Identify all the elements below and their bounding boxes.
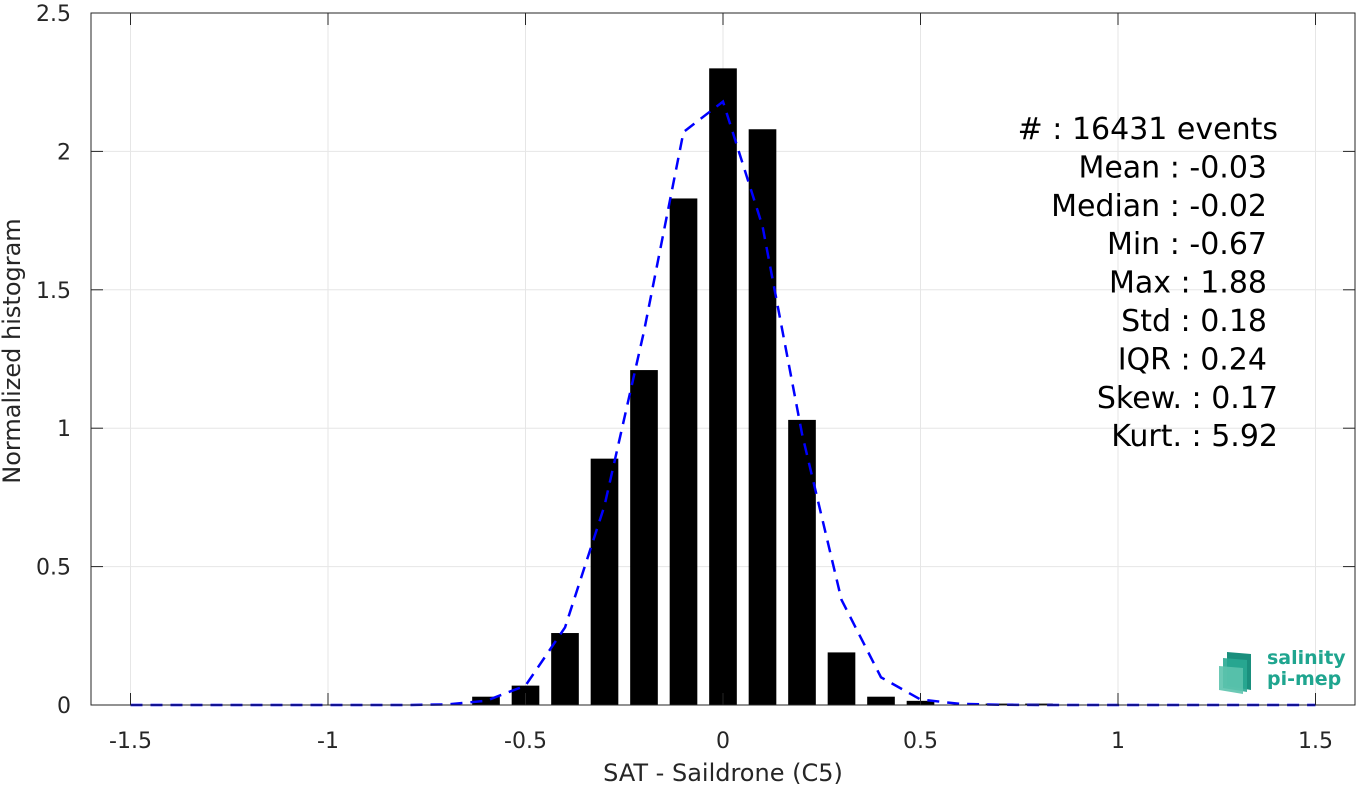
histogram-bar bbox=[709, 68, 737, 706]
y-axis-label: Normalized histogram bbox=[0, 218, 26, 483]
histogram-bar bbox=[867, 696, 895, 705]
y-tick-label: 0.5 bbox=[36, 556, 71, 581]
stat-kurt: Kurt. : 5.92 bbox=[1111, 419, 1278, 454]
salinity-pi-mep-logo: salinity pi-mep bbox=[1217, 648, 1347, 694]
histogram-bar bbox=[551, 633, 579, 705]
stat-min: Min : -0.67 bbox=[1107, 227, 1267, 262]
stat-skew: Skew. : 0.17 bbox=[1097, 381, 1278, 416]
x-tick-label: -0.5 bbox=[504, 729, 547, 754]
stat-mean: Mean : -0.03 bbox=[1078, 150, 1267, 185]
y-tick-label: 0 bbox=[57, 694, 71, 719]
histogram-bar bbox=[472, 696, 500, 705]
y-tick-label: 2.5 bbox=[36, 2, 71, 27]
histogram-bars bbox=[472, 68, 1053, 706]
histogram-bar bbox=[630, 370, 658, 705]
wave-logo-icon bbox=[1219, 652, 1251, 694]
stat-median: Median : -0.02 bbox=[1051, 189, 1267, 224]
y-tick-labels: 0 0.5 1 1.5 2 2.5 bbox=[36, 2, 71, 719]
y-tick-label: 1 bbox=[57, 417, 71, 442]
x-tick-label: -1.5 bbox=[109, 729, 152, 754]
axis-ticks bbox=[91, 12, 1355, 706]
x-tick-label: 0 bbox=[716, 729, 730, 754]
stat-max: Max : 1.88 bbox=[1109, 266, 1267, 301]
stat-std: Std : 0.18 bbox=[1121, 304, 1267, 339]
x-tick-label: -1 bbox=[317, 729, 339, 754]
x-tick-label: 1.5 bbox=[1298, 729, 1333, 754]
histogram-bar bbox=[590, 458, 619, 705]
x-tick-label: 0.5 bbox=[903, 729, 938, 754]
stat-count: # : 16431 events bbox=[1018, 112, 1278, 147]
x-tick-labels: -1.5 -1 -0.5 0 0.5 1 1.5 bbox=[109, 729, 1333, 754]
logo-line-2: pi-mep bbox=[1267, 668, 1342, 690]
histogram-bar bbox=[748, 129, 777, 706]
y-tick-label: 1.5 bbox=[36, 279, 71, 304]
histogram-bar bbox=[827, 652, 856, 705]
x-axis-label: SAT - Saildrone (C5) bbox=[603, 759, 843, 785]
stats-box: # : 16431 events Mean : -0.03 Median : -… bbox=[1018, 112, 1278, 454]
logo-line-1: salinity bbox=[1267, 647, 1346, 669]
histogram-bar bbox=[669, 198, 698, 705]
stat-iqr: IQR : 0.24 bbox=[1118, 342, 1267, 377]
histogram-bar bbox=[788, 419, 816, 705]
y-tick-label: 2 bbox=[57, 140, 71, 165]
x-tick-label: 1 bbox=[1111, 729, 1125, 754]
histogram-bar bbox=[985, 703, 1014, 705]
